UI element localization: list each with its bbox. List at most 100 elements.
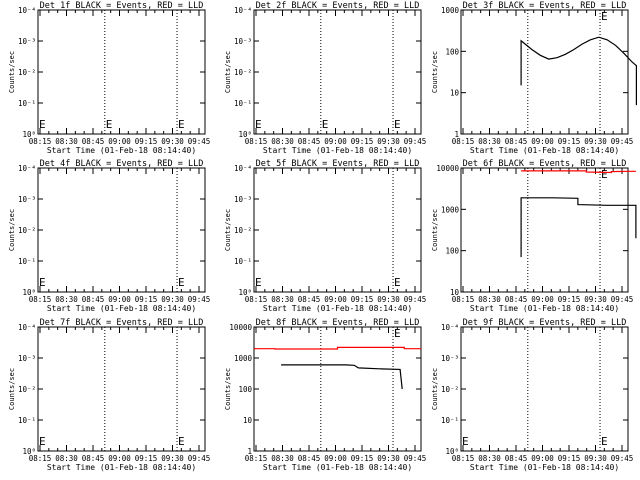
- events-rate-line: [520, 197, 637, 258]
- events-rate-line: [520, 36, 638, 106]
- x-tick-label: 09:45: [404, 454, 427, 463]
- event-marker-label: E: [601, 10, 608, 23]
- x-tick-label: 09:00: [108, 295, 131, 304]
- x-tick-label: 09:15: [351, 295, 374, 304]
- plot-frame: [460, 167, 629, 293]
- x-axis-label: Start Time (01-Feb-18 08:14:40): [470, 463, 619, 472]
- y-tick-label: 1000: [441, 205, 460, 214]
- panel-det-6: Det 6f BLACK = Events, RED = LLD Counts/s…: [431, 159, 637, 313]
- y-axis-label: Counts/sec: [8, 368, 16, 410]
- y-axis-label: Counts/sec: [224, 209, 232, 251]
- plot-frame: [253, 326, 422, 452]
- y-axis-label: Counts/sec: [431, 51, 439, 93]
- x-tick-label: 08:15: [245, 295, 268, 304]
- x-tick-label: 08:15: [245, 454, 268, 463]
- x-tick-label: 08:30: [55, 295, 78, 304]
- x-tick-label: 08:45: [298, 454, 321, 463]
- y-tick-label: 10⁻²: [234, 68, 252, 77]
- y-tick-label: 10⁻¹: [234, 99, 252, 108]
- x-tick-label: 09:15: [135, 137, 158, 146]
- event-marker-label: E: [178, 276, 185, 289]
- y-tick-label: 1000: [234, 354, 253, 363]
- x-tick-label: 09:15: [558, 454, 581, 463]
- panel-title: Det 5f BLACK = Events, RED = LLD: [256, 159, 420, 169]
- plot-frame: [460, 9, 629, 135]
- y-tick-label: 1000: [441, 6, 460, 15]
- lld-rate-line: [521, 170, 636, 174]
- event-marker-label: E: [394, 118, 401, 131]
- y-tick-label: 100: [238, 385, 252, 394]
- x-tick-label: 08:45: [82, 137, 105, 146]
- x-tick-label: 09:45: [188, 295, 211, 304]
- x-tick-label: 09:00: [531, 137, 554, 146]
- panel-title: Det 4f BLACK = Events, RED = LLD: [40, 159, 204, 169]
- y-tick-label: 10⁻⁴: [234, 6, 252, 15]
- x-tick-label: 08:15: [452, 137, 475, 146]
- x-tick-label: 08:30: [478, 454, 501, 463]
- y-tick-label: 10⁰: [445, 447, 459, 456]
- panel-det-5: Det 5f BLACK = Events, RED = LLD Counts/s…: [224, 159, 426, 313]
- y-tick-label: 10⁰: [238, 130, 252, 139]
- event-marker-label: E: [39, 435, 46, 448]
- y-tick-label: 10⁻⁴: [18, 164, 36, 173]
- x-tick-label: 08:30: [55, 137, 78, 146]
- y-tick-label: 10⁻²: [441, 385, 459, 394]
- x-axis-label: Start Time (01-Feb-18 08:14:40): [47, 146, 196, 155]
- plot-frame: [460, 326, 629, 452]
- x-tick-label: 08:45: [298, 295, 321, 304]
- x-axis-label: Start Time (01-Feb-18 08:14:40): [47, 304, 196, 313]
- x-tick-label: 08:30: [271, 454, 294, 463]
- x-tick-label: 09:45: [611, 295, 634, 304]
- x-tick-label: 09:30: [377, 295, 400, 304]
- y-tick-label: 10⁻³: [441, 354, 459, 363]
- x-axis-label: Start Time (01-Feb-18 08:14:40): [263, 463, 412, 472]
- panel-title: Det 8f BLACK = Events, RED = LLD: [256, 318, 420, 328]
- y-tick-label: 10⁻²: [18, 226, 36, 235]
- x-tick-label: 08:15: [29, 295, 52, 304]
- y-tick-label: 10⁻¹: [18, 416, 36, 425]
- x-tick-label: 09:45: [188, 454, 211, 463]
- event-marker-label: E: [255, 276, 262, 289]
- x-tick-label: 09:00: [531, 454, 554, 463]
- event-marker-label: E: [106, 118, 113, 131]
- event-marker-label: E: [255, 118, 262, 131]
- x-tick-label: 09:45: [404, 137, 427, 146]
- x-tick-label: 09:00: [108, 454, 131, 463]
- y-tick-label: 10⁻³: [18, 37, 36, 46]
- x-tick-label: 08:30: [271, 137, 294, 146]
- x-tick-label: 09:30: [161, 295, 184, 304]
- panel-title: Det 7f BLACK = Events, RED = LLD: [40, 318, 204, 328]
- panel-title: Det 1f BLACK = Events, RED = LLD: [40, 1, 204, 11]
- y-tick-label: 10⁰: [22, 447, 36, 456]
- panel-det-7: Det 7f BLACK = Events, RED = LLD Counts/s…: [8, 318, 210, 472]
- plot-frame: [37, 326, 206, 452]
- panel-det-1: Det 1f BLACK = Events, RED = LLD Counts/s…: [8, 1, 210, 155]
- y-tick-label: 100: [445, 247, 459, 256]
- y-axis-label: Counts/sec: [8, 51, 16, 93]
- y-tick-label: 10⁰: [22, 288, 36, 297]
- events-rate-line: [281, 364, 403, 390]
- y-tick-label: 10⁻³: [18, 354, 36, 363]
- x-axis-label: Start Time (01-Feb-18 08:14:40): [470, 304, 619, 313]
- y-tick-label: 10⁻²: [18, 385, 36, 394]
- y-tick-label: 10⁻⁴: [18, 323, 36, 332]
- x-tick-label: 09:45: [188, 137, 211, 146]
- x-tick-label: 09:00: [324, 295, 347, 304]
- panel-det-3: Det 3f BLACK = Events, RED = LLD Counts/s…: [431, 1, 638, 155]
- y-tick-label: 10⁻³: [234, 37, 252, 46]
- x-tick-label: 09:00: [531, 295, 554, 304]
- y-tick-label: 10⁻¹: [18, 99, 36, 108]
- x-axis-label: Start Time (01-Feb-18 08:14:40): [263, 146, 412, 155]
- event-marker-label: E: [394, 327, 401, 340]
- plot-frame: [37, 167, 206, 293]
- plot-frame: [37, 9, 206, 135]
- y-tick-label: 10⁻¹: [18, 257, 36, 266]
- x-tick-label: 08:45: [82, 295, 105, 304]
- panel-det-4: Det 4f BLACK = Events, RED = LLD Counts/s…: [8, 159, 210, 313]
- x-tick-label: 08:15: [452, 295, 475, 304]
- y-tick-label: 1: [454, 130, 459, 139]
- y-tick-label: 10: [450, 89, 460, 98]
- x-tick-label: 09:45: [611, 454, 634, 463]
- y-tick-label: 100: [445, 47, 459, 56]
- y-tick-label: 10⁻³: [18, 195, 36, 204]
